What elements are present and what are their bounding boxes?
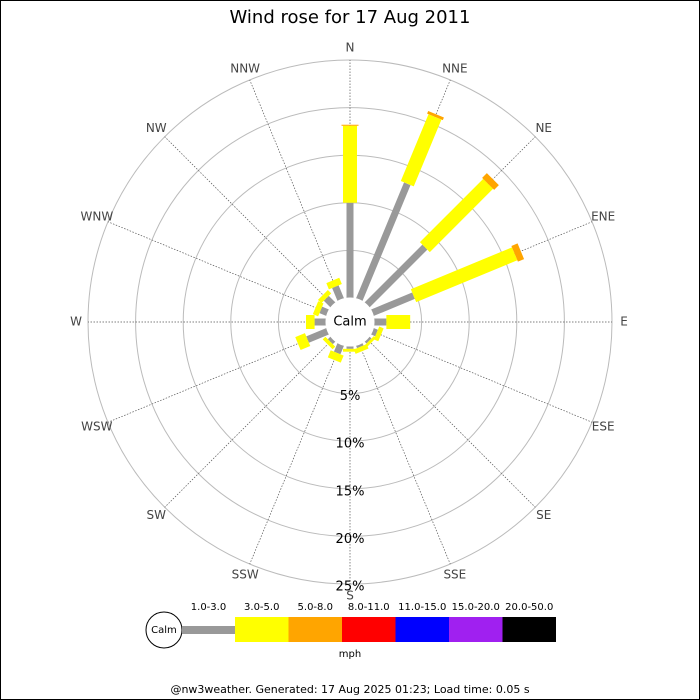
direction-label: SW [147, 508, 167, 522]
spoke [366, 338, 536, 508]
direction-label: SSE [443, 568, 466, 582]
direction-label: NE [535, 121, 552, 135]
rose-segment [511, 243, 525, 262]
legend-label: 20.0-50.0 [505, 602, 553, 613]
direction-label: NNE [442, 61, 468, 75]
rose-segment [400, 114, 442, 187]
legend-calm-label: Calm [151, 625, 177, 636]
ring-label: 25% [336, 580, 365, 595]
rose-segment [353, 344, 369, 354]
rose-segment [327, 336, 336, 345]
rose-segment [370, 292, 415, 317]
spoke [164, 136, 334, 306]
direction-label: W [70, 315, 82, 329]
spoke [249, 344, 342, 565]
legend-label: 15.0-20.0 [452, 602, 500, 613]
direction-label: WSW [81, 419, 112, 433]
direction-label: N [346, 41, 355, 55]
rose-segment [333, 342, 345, 355]
unit-label: mph [339, 649, 361, 660]
rose-segment [419, 178, 494, 253]
legend-swatch [288, 617, 342, 642]
rose-segment [319, 306, 330, 317]
rose-segment [410, 247, 518, 303]
direction-label: SE [536, 508, 551, 522]
legend-swatch [235, 617, 289, 642]
calm-label: Calm [333, 315, 366, 330]
rose-segment [373, 326, 384, 342]
spoke [372, 330, 593, 423]
legend-label: 8.0-11.0 [348, 602, 390, 613]
rose-segment [306, 327, 330, 343]
direction-label: SSW [232, 568, 259, 582]
legend-label: 3.0-5.0 [244, 602, 279, 613]
ring-label: 20% [336, 532, 365, 547]
rose-segment [355, 182, 411, 302]
direction-label: E [620, 315, 628, 329]
rose-segment [427, 110, 444, 121]
rose-segment [322, 336, 336, 350]
ring-label: 5% [340, 389, 361, 404]
legend-label: 1.0-3.0 [191, 602, 226, 613]
rose-segment [326, 277, 342, 290]
legend-swatch [502, 617, 556, 642]
spoke [107, 330, 328, 423]
spoke [164, 338, 334, 508]
legend-swatch [395, 617, 449, 642]
rose-segment [370, 327, 378, 337]
chart-title: Wind rose for 17 Aug 2011 [230, 7, 471, 28]
legend-label: 11.0-15.0 [398, 602, 446, 613]
rose-segment [364, 244, 428, 308]
legend-swatch [182, 626, 235, 634]
rose-segment [482, 173, 499, 190]
spoke [107, 221, 328, 314]
legend-swatch [449, 617, 503, 642]
rose-segment [364, 336, 376, 348]
rose-segment [323, 295, 336, 308]
footer: @nw3weather. Generated: 17 Aug 2025 01:2… [170, 683, 529, 696]
rose-segment [312, 301, 324, 317]
spoke [358, 344, 451, 565]
calm-circle [325, 297, 375, 347]
direction-label: WNW [80, 210, 113, 224]
spoke [249, 79, 342, 300]
rose-segment [317, 289, 332, 304]
direction-label: NW [146, 121, 167, 135]
rose-segment [332, 285, 345, 302]
rose-segment [327, 350, 344, 363]
direction-label: S [346, 589, 354, 603]
direction-label: ESE [592, 419, 615, 433]
direction-label: ENE [591, 210, 615, 224]
rose-segment [295, 333, 311, 351]
direction-label: NNW [230, 61, 260, 75]
legend-swatch [342, 617, 396, 642]
ring-label: 15% [336, 484, 365, 499]
ring-label: 10% [336, 437, 365, 452]
legend-label: 5.0-8.0 [298, 602, 333, 613]
